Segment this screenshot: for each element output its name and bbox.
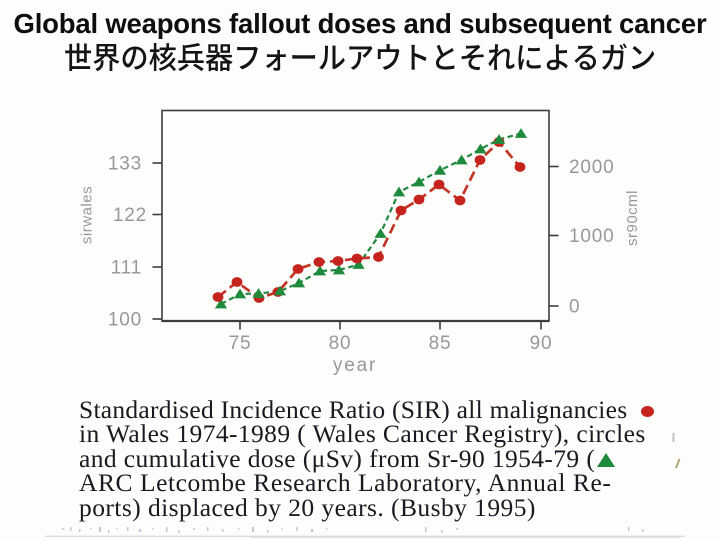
svg-text:85: 85 [429, 333, 452, 354]
svg-text:0: 0 [569, 297, 580, 318]
svg-text:90: 90 [530, 333, 553, 354]
svg-text:2000: 2000 [569, 157, 614, 178]
svg-text:sr90cml: sr90cml [624, 190, 641, 246]
svg-text:sirwales: sirwales [79, 186, 96, 244]
svg-text:1000: 1000 [569, 226, 614, 247]
svg-text:133: 133 [108, 154, 142, 175]
svg-text:year: year [333, 355, 377, 376]
svg-text:111: 111 [111, 258, 142, 279]
svg-text:75: 75 [229, 333, 252, 354]
svg-text:122: 122 [113, 205, 147, 226]
svg-text:100: 100 [108, 310, 142, 331]
svg-text:80: 80 [329, 333, 352, 354]
